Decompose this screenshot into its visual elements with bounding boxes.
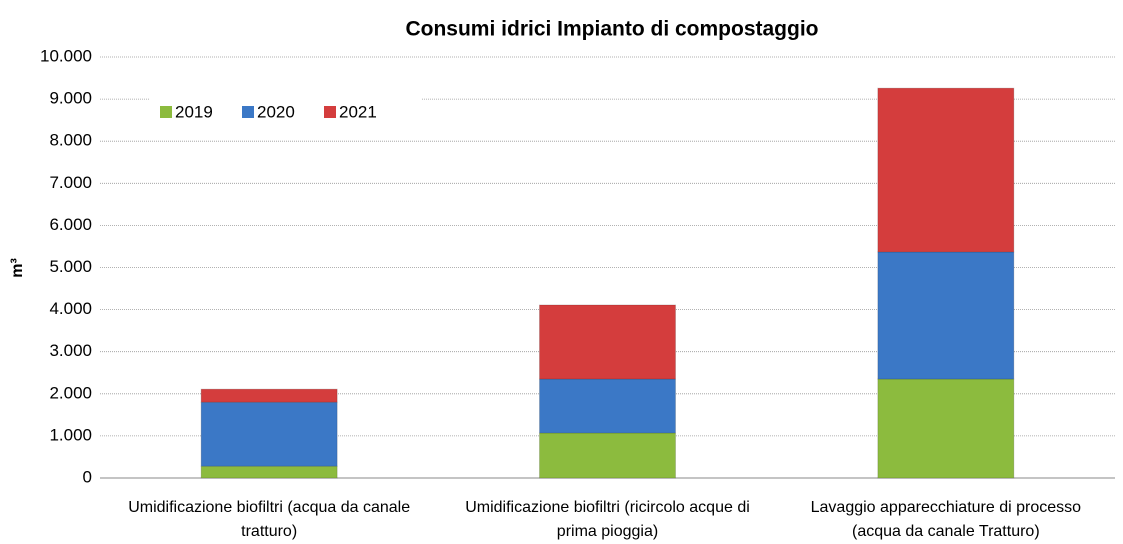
- legend-label: 2021: [339, 102, 377, 121]
- y-tick-label: 1.000: [49, 425, 92, 444]
- y-tick-label: 7.000: [49, 173, 92, 192]
- bar-segment: [200, 465, 338, 479]
- y-tick-label: 3.000: [49, 341, 92, 360]
- legend-label: 2019: [175, 102, 213, 121]
- y-tick-label: 5.000: [49, 257, 92, 276]
- bar-segment: [200, 401, 338, 467]
- y-axis-label: m³: [9, 258, 26, 278]
- bar-segment: [539, 378, 676, 434]
- y-tick-label: 6.000: [49, 215, 92, 234]
- x-tick-label: Umidificazione biofiltri (acqua da canal…: [128, 499, 411, 540]
- bar-segment: [539, 304, 676, 380]
- legend-swatch: [324, 106, 336, 118]
- chart-title: Consumi idrici Impianto di compostaggio: [405, 18, 818, 41]
- y-tick-label: 10.000: [40, 46, 92, 65]
- bar-segment: [539, 432, 676, 479]
- bar-segment: [200, 388, 338, 403]
- bar-segment: [877, 87, 1015, 253]
- x-tick-label: Umidificazione biofiltri (ricircolo acqu…: [465, 499, 750, 540]
- y-tick-label: 0: [83, 467, 92, 486]
- y-tick-label: 4.000: [49, 299, 92, 318]
- x-tick-label: Lavaggio apparecchiature di processo (ac…: [810, 499, 1082, 540]
- legend-label: 2020: [257, 102, 295, 121]
- y-tick-label: 2.000: [49, 383, 92, 402]
- y-tick-label: 9.000: [49, 89, 92, 108]
- y-tick-label: 8.000: [49, 131, 92, 150]
- legend-box: [150, 97, 422, 129]
- bar-segment: [877, 378, 1015, 479]
- legend-swatch: [160, 106, 172, 118]
- bar-segment: [877, 251, 1015, 380]
- legend-swatch: [242, 106, 254, 118]
